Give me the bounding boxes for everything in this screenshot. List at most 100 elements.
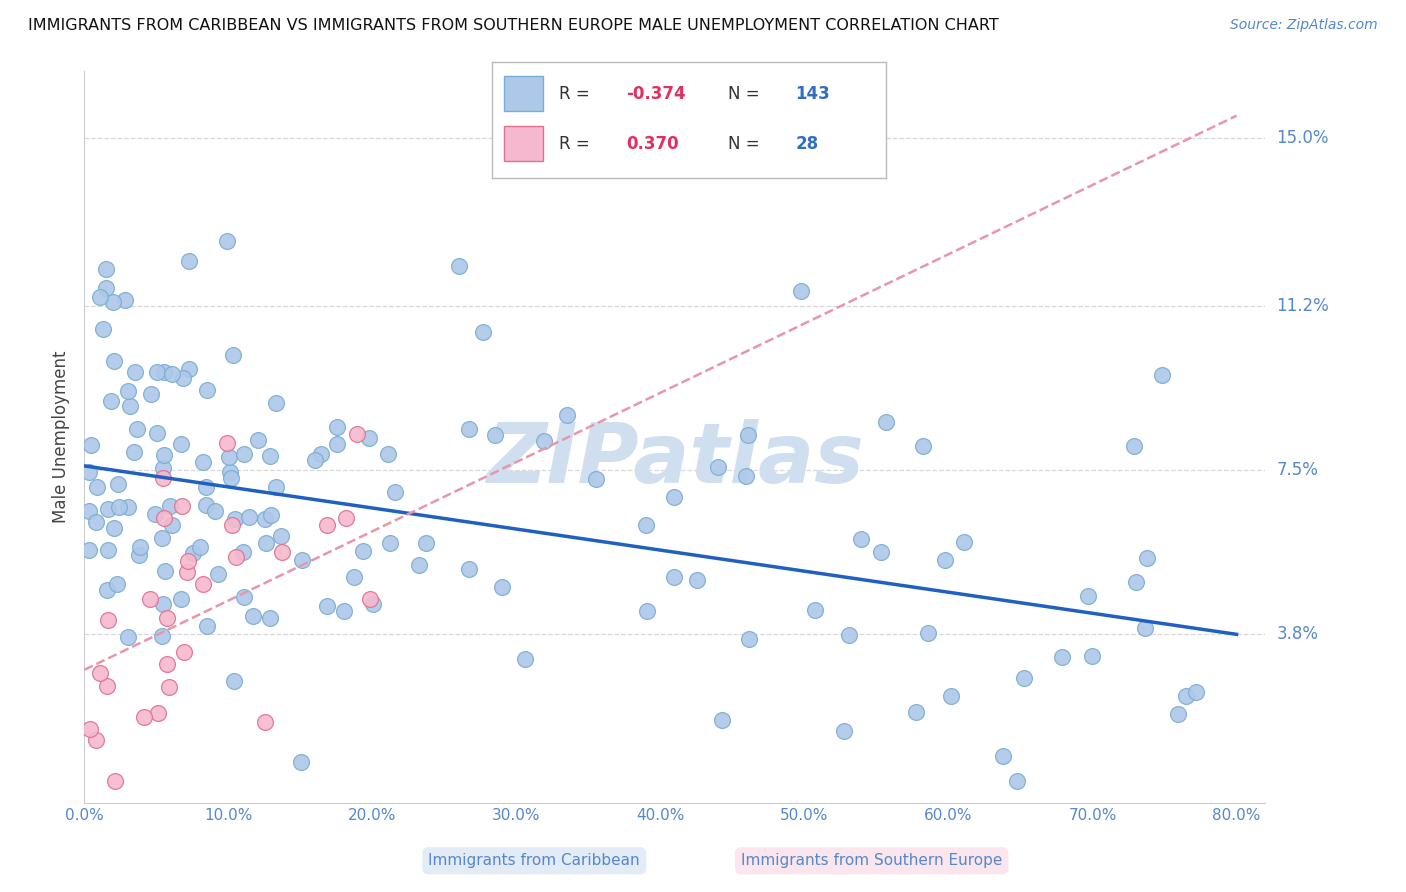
Point xyxy=(86,733,108,747)
Text: R =: R = xyxy=(560,85,595,103)
Point xyxy=(160,367,183,381)
Point xyxy=(195,383,218,397)
Point xyxy=(153,511,176,525)
Text: 3.8%: 3.8% xyxy=(1277,625,1319,643)
Point xyxy=(1133,620,1156,634)
Point xyxy=(264,480,287,494)
Point xyxy=(346,427,368,442)
Point xyxy=(188,540,211,554)
Point xyxy=(1012,671,1035,685)
Point xyxy=(150,629,173,643)
Point xyxy=(177,254,200,268)
Point xyxy=(1122,439,1144,453)
FancyBboxPatch shape xyxy=(503,77,543,112)
Point xyxy=(232,447,254,461)
Point xyxy=(77,504,100,518)
Point xyxy=(458,422,481,436)
Point xyxy=(114,293,136,307)
Point xyxy=(875,415,897,429)
Point xyxy=(290,756,312,770)
Point xyxy=(264,395,287,409)
Text: Immigrants from Southern Europe: Immigrants from Southern Europe xyxy=(741,854,1002,868)
Point xyxy=(101,295,124,310)
Point xyxy=(100,393,122,408)
Point xyxy=(89,665,111,680)
Point xyxy=(139,591,162,606)
Point xyxy=(94,262,117,277)
Point xyxy=(254,536,277,550)
Point xyxy=(159,499,181,513)
Point xyxy=(917,626,939,640)
Point xyxy=(191,455,214,469)
Point xyxy=(176,554,198,568)
Point xyxy=(804,602,827,616)
Point xyxy=(408,558,430,572)
Point xyxy=(834,724,856,739)
Point xyxy=(97,543,120,558)
Point xyxy=(359,591,381,606)
Point xyxy=(181,546,204,560)
Point xyxy=(1167,706,1189,721)
Point xyxy=(912,439,935,453)
Point xyxy=(107,476,129,491)
Point xyxy=(253,512,276,526)
Point xyxy=(316,517,339,532)
Point xyxy=(134,710,156,724)
Text: IMMIGRANTS FROM CARIBBEAN VS IMMIGRANTS FROM SOUTHERN EUROPE MALE UNEMPLOYMENT C: IMMIGRANTS FROM CARIBBEAN VS IMMIGRANTS … xyxy=(28,18,998,33)
Point xyxy=(127,422,149,436)
Point xyxy=(471,325,494,339)
Point xyxy=(207,567,229,582)
Point xyxy=(1077,589,1099,603)
Text: 143: 143 xyxy=(796,85,830,103)
Point xyxy=(129,540,152,554)
Text: 11.2%: 11.2% xyxy=(1277,297,1329,315)
Point xyxy=(870,545,893,559)
Point xyxy=(1081,648,1104,663)
Point xyxy=(96,679,118,693)
Text: N =: N = xyxy=(728,135,765,153)
Point xyxy=(378,536,401,550)
Point xyxy=(77,542,100,557)
Point xyxy=(352,544,374,558)
Text: ZIPatlas: ZIPatlas xyxy=(486,418,863,500)
Point xyxy=(270,528,292,542)
Point xyxy=(89,291,111,305)
Point xyxy=(1125,574,1147,589)
Point xyxy=(221,470,243,484)
Point xyxy=(108,500,131,515)
Point xyxy=(97,501,120,516)
Point xyxy=(361,597,384,611)
Point xyxy=(993,748,1015,763)
Point xyxy=(86,480,108,494)
Point xyxy=(737,427,759,442)
Point xyxy=(737,632,759,646)
Point xyxy=(221,348,243,362)
Point xyxy=(146,425,169,440)
Point xyxy=(197,619,219,633)
Point xyxy=(204,504,226,518)
Point xyxy=(221,518,243,533)
Point xyxy=(146,706,169,720)
Point xyxy=(117,630,139,644)
Point xyxy=(533,434,555,448)
Point xyxy=(905,705,928,719)
Point xyxy=(157,680,180,694)
Point xyxy=(333,604,356,618)
Point xyxy=(343,570,366,584)
Point xyxy=(707,460,730,475)
Point xyxy=(194,480,217,494)
Point xyxy=(934,553,956,567)
Point xyxy=(449,259,471,273)
Text: 28: 28 xyxy=(796,135,818,153)
Point xyxy=(1050,650,1073,665)
Point xyxy=(152,471,174,485)
Point xyxy=(1135,551,1157,566)
Point xyxy=(734,469,756,483)
Point xyxy=(143,507,166,521)
Point xyxy=(291,552,314,566)
Point xyxy=(94,281,117,295)
Point xyxy=(118,399,141,413)
Point xyxy=(315,599,337,614)
Point xyxy=(953,535,976,549)
Point xyxy=(1005,773,1028,788)
